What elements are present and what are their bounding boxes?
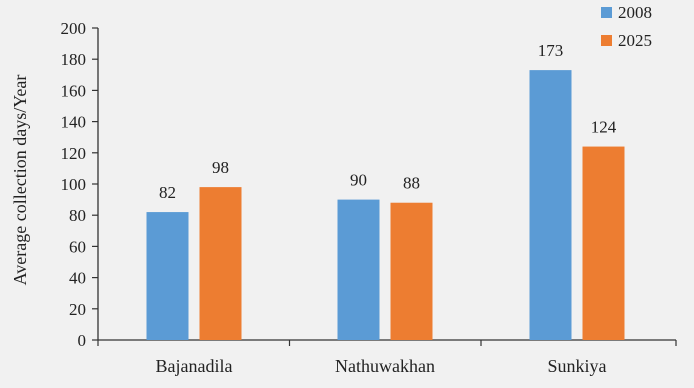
y-tick-label: 160 (61, 81, 87, 100)
legend-swatch (601, 7, 612, 18)
y-tick-label: 20 (69, 300, 86, 319)
y-tick-label: 140 (61, 113, 87, 132)
y-tick-label: 80 (69, 206, 86, 225)
x-category-label: Sunkiya (547, 356, 606, 376)
x-category-label: Bajanadila (156, 356, 233, 376)
legend-swatch (601, 35, 612, 46)
bar (199, 187, 242, 340)
data-label: 88 (403, 174, 420, 193)
y-tick-label: 0 (78, 331, 87, 350)
data-label: 173 (538, 41, 564, 60)
bar (390, 202, 433, 340)
data-label: 82 (159, 183, 176, 202)
y-axis-title: Average collection days/Year (10, 75, 30, 286)
data-label: 98 (212, 158, 229, 177)
y-tick-label: 40 (69, 269, 86, 288)
legend: 2008 2025 (601, 3, 652, 50)
bar (529, 70, 572, 341)
x-category-label: Nathuwakhan (335, 356, 435, 376)
y-tick-label: 200 (61, 19, 87, 38)
legend-label: 2025 (618, 31, 652, 50)
plot-area: 0 20 40 60 80 100 120 140 160 180 200 Bajanadila Nat… (61, 19, 677, 376)
data-label: 124 (591, 118, 617, 137)
bar (337, 199, 380, 340)
y-tick-label: 180 (61, 50, 87, 69)
bar (582, 146, 625, 340)
y-tick-label: 100 (61, 175, 87, 194)
y-tick-label: 60 (69, 237, 86, 256)
bar (146, 212, 189, 340)
y-tick-label: 120 (61, 144, 87, 163)
data-label: 90 (350, 171, 367, 190)
legend-label: 2008 (618, 3, 652, 22)
